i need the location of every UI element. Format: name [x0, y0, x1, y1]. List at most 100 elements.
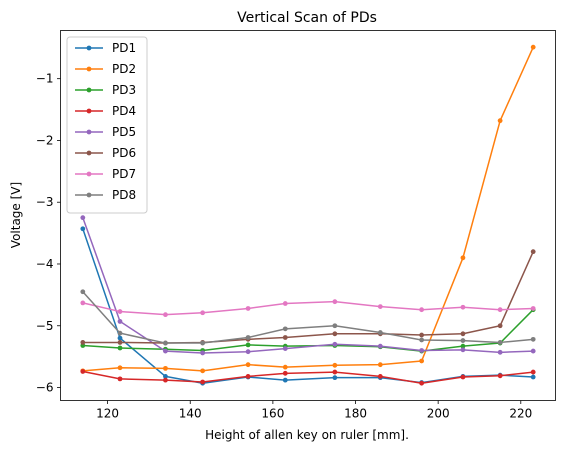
- data-point: [332, 323, 338, 329]
- legend-item-pd1: PD1: [75, 41, 136, 55]
- data-point: [497, 118, 503, 124]
- data-point: [245, 342, 251, 348]
- data-point: [200, 350, 206, 356]
- data-point: [163, 312, 168, 318]
- data-point: [377, 362, 383, 368]
- x-tick-label: 160: [261, 407, 284, 421]
- data-point: [200, 340, 206, 346]
- data-point: [419, 380, 425, 386]
- legend-marker: [86, 192, 92, 198]
- series-line: [82, 46, 534, 372]
- legend-item-pd8: PD8: [75, 188, 136, 202]
- data-point: [163, 365, 168, 371]
- data-point: [117, 376, 123, 382]
- legend-marker: [86, 150, 92, 156]
- chart-title: Vertical Scan of PDs: [237, 10, 377, 26]
- x-tick-label: 200: [427, 407, 450, 421]
- legend-marker: [86, 171, 92, 177]
- legend-label: PD4: [112, 104, 136, 118]
- data-point: [419, 307, 425, 313]
- y-axis: −6 −5 −4 −3 −2 −1: [36, 72, 61, 395]
- data-point: [245, 335, 251, 340]
- data-point: [117, 365, 123, 371]
- data-point: [460, 347, 466, 353]
- series-pd6: [80, 249, 536, 346]
- data-point: [80, 300, 86, 306]
- data-point: [163, 374, 168, 379]
- data-point: [530, 369, 536, 375]
- data-point: [332, 299, 338, 305]
- data-point: [332, 341, 338, 347]
- legend-label: PD6: [112, 146, 136, 160]
- data-point: [530, 374, 536, 380]
- data-point: [80, 369, 86, 374]
- data-point: [282, 335, 288, 340]
- data-point: [163, 340, 168, 346]
- data-point: [332, 362, 338, 368]
- data-point: [497, 340, 503, 345]
- data-point: [282, 377, 288, 383]
- legend-label: PD1: [112, 41, 136, 55]
- data-point: [117, 345, 123, 351]
- data-point: [497, 349, 503, 355]
- data-point: [419, 337, 425, 343]
- legend-marker: [86, 108, 92, 114]
- legend-marker: [86, 66, 92, 72]
- data-point: [117, 340, 123, 345]
- y-tick-label: −4: [36, 257, 54, 271]
- data-point: [497, 323, 503, 329]
- data-point: [377, 374, 383, 379]
- data-point: [332, 369, 338, 375]
- data-point: [530, 336, 536, 342]
- data-point: [163, 377, 168, 383]
- data-point: [497, 307, 503, 313]
- legend-item-pd2: PD2: [75, 62, 136, 76]
- legend-marker: [86, 129, 92, 135]
- data-point: [200, 379, 206, 385]
- data-point: [377, 330, 383, 335]
- series-layer: [80, 44, 536, 386]
- data-point: [460, 304, 466, 310]
- legend-item-pd4: PD4: [75, 104, 136, 118]
- y-axis-label: Voltage [V]: [9, 182, 23, 248]
- data-point: [80, 215, 86, 221]
- y-tick-label: −3: [36, 195, 54, 209]
- series-line: [82, 370, 534, 384]
- data-point: [200, 368, 206, 374]
- data-point: [530, 306, 536, 311]
- x-axis: 120 140 160 180 200 220: [96, 400, 532, 421]
- data-point: [245, 362, 251, 368]
- legend-item-pd7: PD7: [75, 167, 136, 181]
- legend-label: PD5: [112, 125, 136, 139]
- data-point: [282, 326, 288, 332]
- data-point: [80, 340, 86, 345]
- legend-item-pd6: PD6: [75, 146, 136, 160]
- legend-item-pd5: PD5: [75, 125, 136, 139]
- data-point: [460, 255, 466, 261]
- plot-frame: [60, 30, 556, 401]
- data-point: [245, 306, 251, 311]
- y-tick-label: −2: [36, 133, 54, 147]
- data-point: [163, 348, 168, 354]
- legend-label: PD2: [112, 62, 136, 76]
- series-pd7: [80, 299, 536, 318]
- legend-label: PD8: [112, 188, 136, 202]
- series-line: [82, 251, 534, 344]
- legend-marker: [86, 45, 92, 51]
- legend-label: PD7: [112, 167, 136, 181]
- data-point: [282, 346, 288, 352]
- data-point: [332, 375, 338, 381]
- y-tick-label: −6: [36, 381, 54, 395]
- legend-box: [66, 36, 148, 214]
- data-point: [419, 348, 425, 353]
- x-tick-label: 220: [509, 407, 532, 421]
- legend-label: PD3: [112, 83, 136, 97]
- data-point: [460, 331, 466, 337]
- data-point: [117, 319, 123, 324]
- x-tick-label: 140: [179, 407, 202, 421]
- data-point: [530, 44, 536, 50]
- series-pd4: [80, 369, 536, 386]
- data-point: [80, 226, 86, 232]
- series-pd5: [80, 215, 536, 356]
- data-point: [245, 374, 251, 379]
